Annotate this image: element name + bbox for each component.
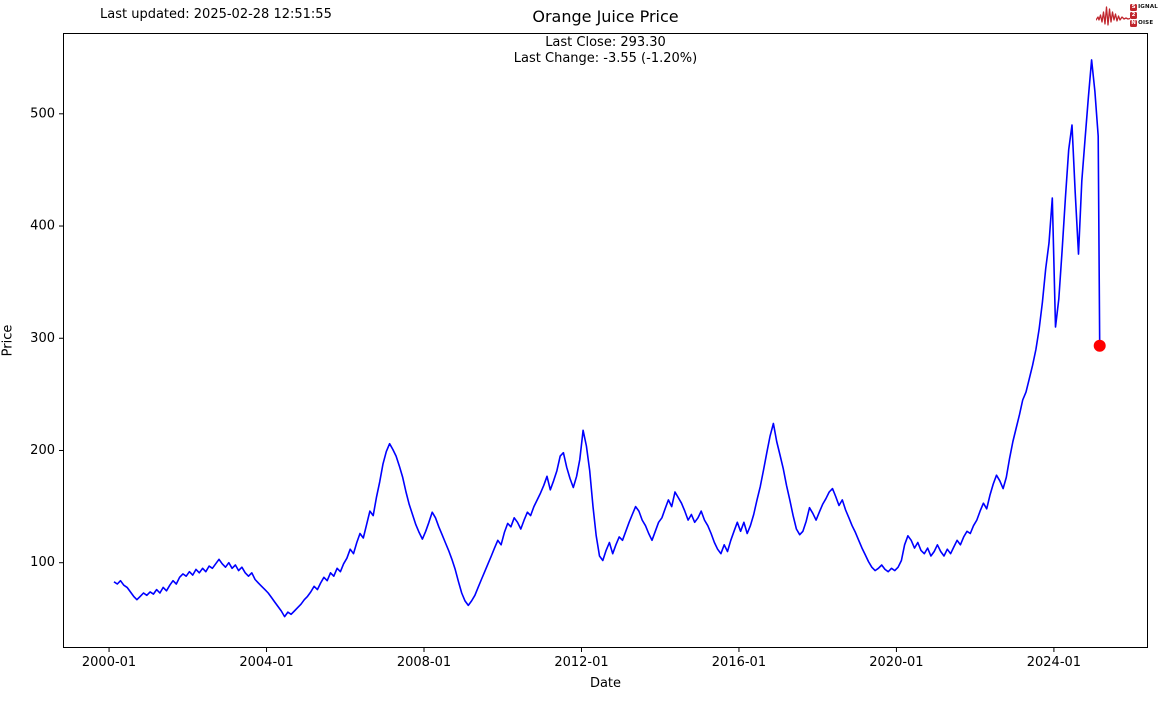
y-axis-label: Price bbox=[0, 324, 16, 357]
x-tick-label: 2008-01 bbox=[397, 655, 451, 670]
logo-letter-box: 2 bbox=[1130, 11, 1138, 19]
chart-title: Orange Juice Price bbox=[532, 7, 679, 26]
x-tick-label: 2020-01 bbox=[869, 655, 923, 670]
waveform-icon bbox=[1096, 6, 1131, 26]
signal2noise-logo: S IGNAL 2 N OISE bbox=[1096, 3, 1158, 27]
x-tick-label: 2012-01 bbox=[554, 655, 608, 670]
y-tick-label: 300 bbox=[30, 331, 55, 346]
last-change-text: Last Change: -3.55 (-1.20%) bbox=[513, 51, 698, 66]
y-tick-label: 200 bbox=[30, 443, 55, 458]
logo-text: S IGNAL 2 N OISE bbox=[1130, 3, 1158, 27]
price-line bbox=[113, 59, 1101, 618]
logo-row: N OISE bbox=[1130, 19, 1158, 27]
y-tick-label: 500 bbox=[30, 106, 55, 121]
axes-frame bbox=[63, 33, 1148, 648]
logo-row: 2 bbox=[1130, 11, 1158, 19]
x-tick-label: 2000-01 bbox=[82, 655, 136, 670]
y-tick-label: 400 bbox=[30, 219, 55, 234]
x-axis-label: Date bbox=[589, 676, 622, 691]
x-tick-label: 2004-01 bbox=[239, 655, 293, 670]
last-close-text: Last Close: 293.30 bbox=[545, 35, 666, 50]
y-tick-label: 100 bbox=[30, 555, 55, 570]
logo-row: S IGNAL bbox=[1130, 3, 1158, 11]
last-price-marker bbox=[1093, 339, 1106, 352]
logo-letter-box: S bbox=[1130, 3, 1138, 11]
chart-subtitle: Last Close: 293.30 Last Change: -3.55 (-… bbox=[63, 35, 1148, 67]
x-tick-label: 2024-01 bbox=[1027, 655, 1081, 670]
x-tick-label: 2016-01 bbox=[712, 655, 766, 670]
logo-letter-rest: IGNAL bbox=[1138, 4, 1158, 10]
logo-letter-box: N bbox=[1130, 19, 1138, 27]
logo-letter-rest: OISE bbox=[1138, 20, 1154, 26]
last-updated-text: Last updated: 2025-02-28 12:51:55 bbox=[100, 7, 332, 22]
